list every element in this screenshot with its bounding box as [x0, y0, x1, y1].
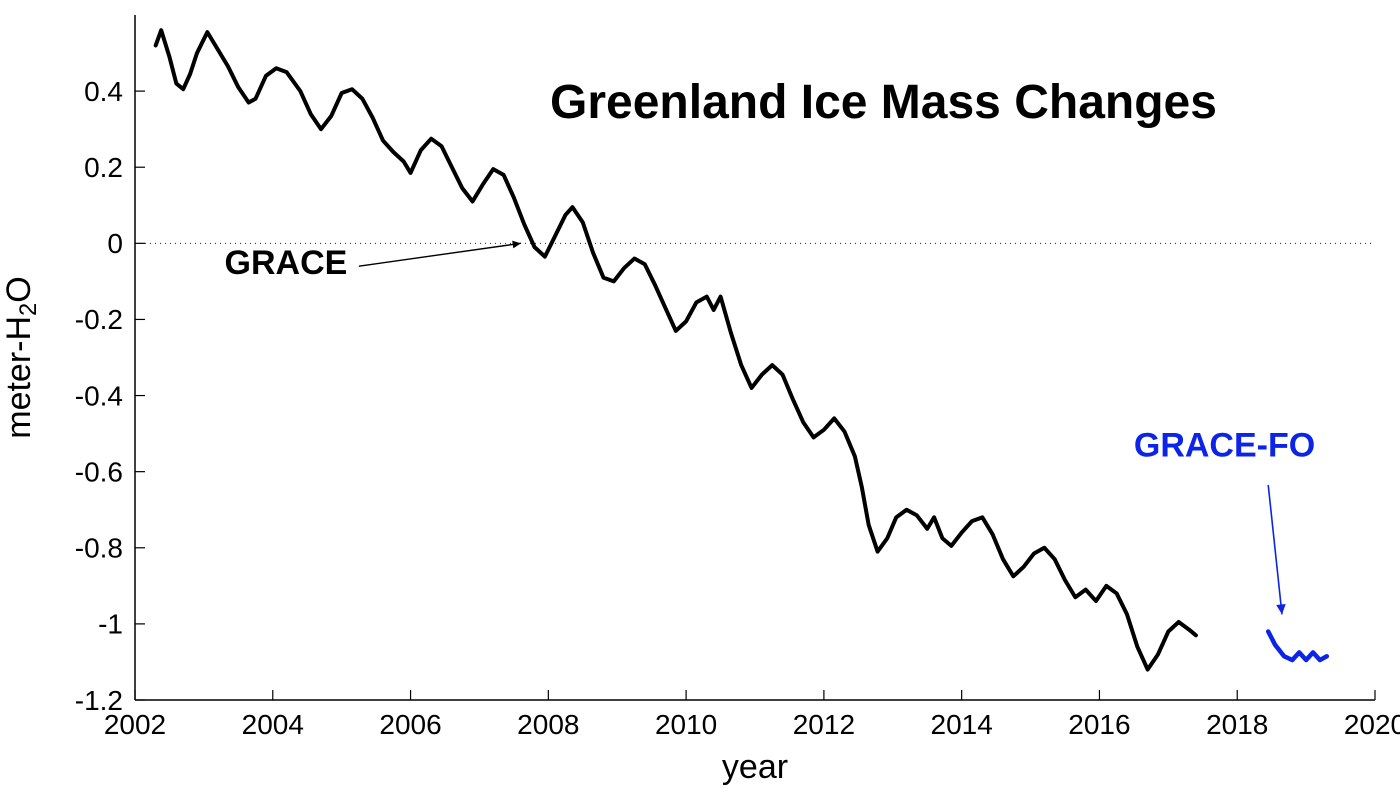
gracefo-label: GRACE-FO: [1134, 426, 1315, 464]
y-tick-label: -1.2: [75, 685, 123, 716]
x-tick-label: 2014: [931, 709, 993, 740]
y-tick-label: 0.4: [84, 76, 123, 107]
x-tick-label: 2006: [379, 709, 441, 740]
y-tick-label: -0.8: [75, 533, 123, 564]
grace-label: GRACE: [225, 244, 348, 282]
chart-container: 2002200420062008201020122014201620182020…: [0, 0, 1400, 788]
x-tick-label: 2010: [655, 709, 717, 740]
x-tick-label: 2004: [242, 709, 304, 740]
x-tick-label: 2016: [1068, 709, 1130, 740]
chart-title: Greenland Ice Mass Changes: [550, 76, 1217, 129]
x-tick-label: 2018: [1206, 709, 1268, 740]
x-tick-label: 2012: [793, 709, 855, 740]
y-tick-label: -0.4: [75, 380, 123, 411]
x-tick-label: 2020: [1344, 709, 1400, 740]
y-axis-label: meter-H2O: [0, 276, 42, 439]
y-tick-label: 0: [107, 228, 123, 259]
svg-text:meter-H2O: meter-H2O: [0, 276, 42, 439]
y-tick-label: -1: [98, 609, 123, 640]
y-tick-label: -0.2: [75, 304, 123, 335]
x-axis-label: year: [722, 748, 788, 786]
y-tick-label: 0.2: [84, 152, 123, 183]
x-tick-label: 2008: [517, 709, 579, 740]
line-chart: 2002200420062008201020122014201620182020…: [0, 0, 1400, 788]
y-tick-label: -0.6: [75, 456, 123, 487]
